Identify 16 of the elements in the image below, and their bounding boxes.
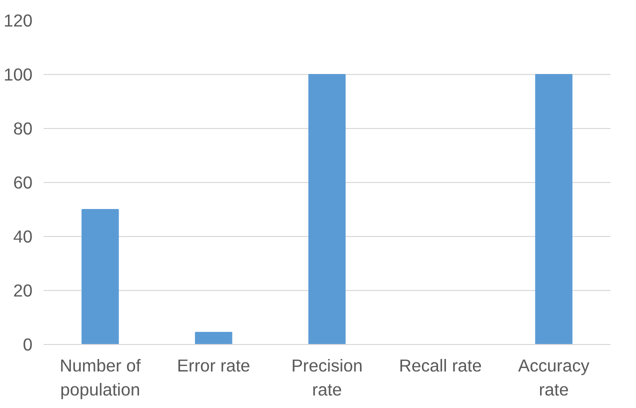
y-tick-label: 80 bbox=[13, 118, 33, 138]
y-tick-label: 20 bbox=[13, 280, 33, 300]
y-tick-label: 40 bbox=[13, 226, 33, 246]
x-tick-label: Number of population bbox=[60, 356, 141, 400]
y-tick-label: 0 bbox=[22, 334, 33, 354]
y-tick-label: 60 bbox=[13, 172, 33, 192]
bar bbox=[308, 74, 346, 344]
y-tick-label: 100 bbox=[4, 64, 33, 84]
x-tick-label: Precision rate bbox=[291, 356, 363, 400]
x-tick-label: Accuracy rate bbox=[518, 356, 590, 400]
bar bbox=[194, 332, 232, 344]
y-tick-label: 120 bbox=[4, 10, 33, 30]
x-tick-label: Error rate bbox=[177, 356, 250, 376]
x-tick-label: Recall rate bbox=[398, 356, 482, 376]
bar bbox=[82, 209, 119, 344]
bar bbox=[535, 74, 572, 344]
